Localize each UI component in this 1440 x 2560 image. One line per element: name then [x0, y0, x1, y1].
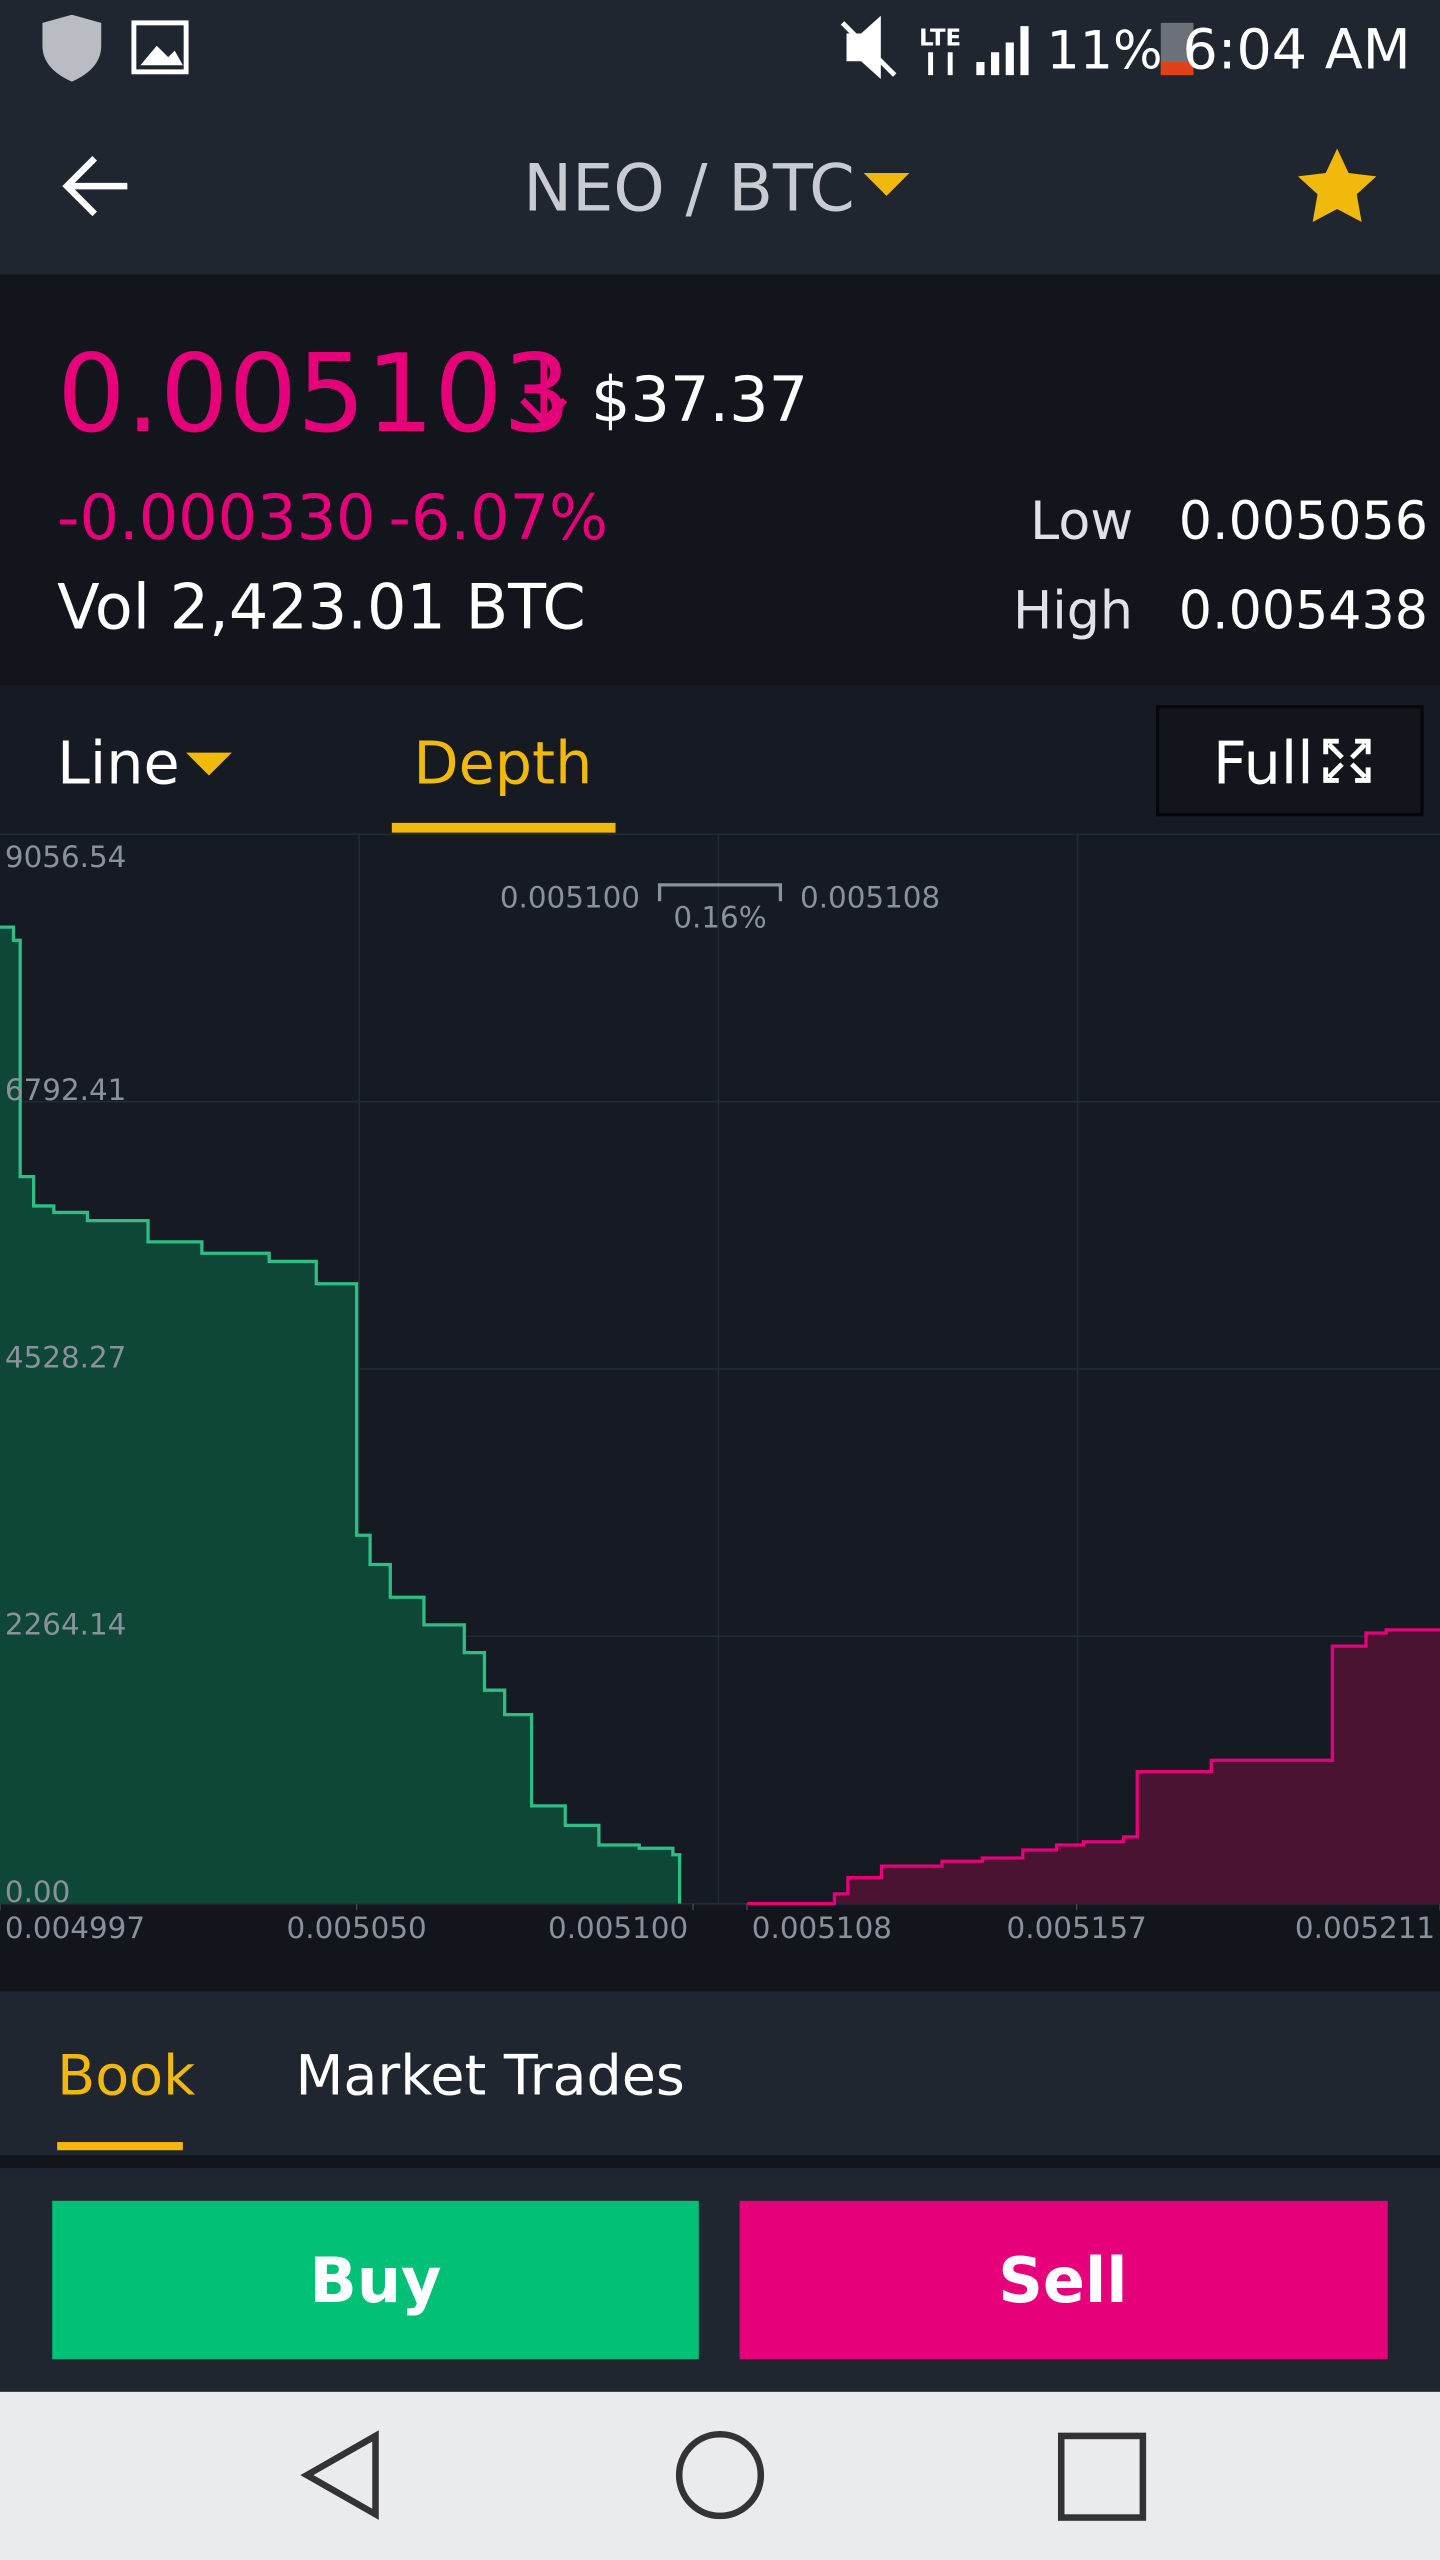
back-button[interactable]	[62, 156, 128, 217]
depth-tab-underline	[391, 822, 616, 833]
nav-recents[interactable]	[1057, 2432, 1147, 2521]
depth-plot	[0, 833, 1440, 1911]
spread-ask: 0.005108	[800, 881, 940, 915]
pair-dropdown-caret[interactable]	[863, 173, 910, 196]
x-tick-label: 0.005108	[752, 1911, 892, 1945]
y-tick-label: 4528.27	[5, 1340, 126, 1374]
sell-label[interactable]: Sell	[998, 2244, 1127, 2317]
battery-level	[1160, 62, 1194, 76]
divider	[0, 2155, 1440, 2169]
spread-percent: 0.16%	[673, 900, 766, 934]
x-tick-label: 0.004997	[5, 1911, 145, 1945]
market-trades-tab[interactable]: Market Trades	[296, 2044, 685, 2109]
top-bar	[0, 0, 1440, 275]
data-arrows	[928, 52, 953, 76]
book-tab-underline	[57, 2142, 183, 2151]
depth-area	[746, 1629, 1440, 1904]
image-icon	[131, 20, 189, 75]
volume: Vol 2,423.01 BTC	[57, 571, 586, 644]
pair-title[interactable]: NEO / BTC	[523, 151, 854, 227]
full-button[interactable]	[1155, 705, 1424, 817]
clock: 6:04 AM	[1182, 18, 1410, 83]
x-tick-label: 0.005100	[548, 1911, 688, 1945]
ticker-panel	[0, 274, 1440, 686]
battery-percent: 11%	[1047, 22, 1163, 82]
x-tick-label: 0.005157	[1007, 1911, 1147, 1945]
price-change-percent: -6.07%	[389, 481, 608, 554]
high-value: 0.005438	[1179, 582, 1428, 642]
nav-bar	[0, 2391, 1440, 2560]
full-button-label[interactable]: Full	[1213, 729, 1314, 798]
x-tick-label: 0.005050	[287, 1911, 427, 1945]
depth-line	[746, 1628, 1440, 1906]
depth-tab[interactable]: Depth	[413, 729, 592, 798]
nav-home[interactable]	[675, 2431, 765, 2520]
mute-icon	[840, 15, 897, 79]
y-tick-label: 6792.41	[5, 1073, 126, 1107]
line-tab-caret[interactable]	[186, 752, 232, 776]
image-icon-mountain	[140, 45, 183, 66]
shield-icon	[42, 14, 102, 82]
y-tick-label: 9056.54	[5, 840, 126, 874]
bottom-tabs-bar	[0, 1991, 1440, 2156]
price-usd: $37.37	[591, 363, 808, 436]
price-change: -0.000330	[57, 481, 375, 554]
last-price: 0.005103	[57, 332, 571, 457]
buy-button[interactable]	[52, 2200, 699, 2360]
depth-area	[0, 927, 680, 1904]
depth-line	[0, 925, 682, 1904]
spread-bracket	[657, 883, 783, 902]
down-arrow	[520, 359, 568, 426]
x-axis-band	[0, 1905, 1440, 1992]
low-label: Low	[1030, 492, 1133, 552]
buy-label[interactable]: Buy	[310, 2244, 442, 2317]
lte-icon: LTE	[919, 26, 961, 52]
favorite-star[interactable]	[1297, 148, 1377, 223]
line-tab[interactable]: Line	[57, 729, 179, 798]
book-tab[interactable]: Book	[57, 2044, 195, 2109]
high-label: High	[1013, 582, 1133, 642]
expand-icon[interactable]	[1323, 738, 1371, 783]
nav-back[interactable]	[300, 2430, 379, 2520]
signal-icon	[976, 26, 1029, 76]
x-tick-label: 0.005211	[1295, 1911, 1435, 1945]
y-tick-label: 2264.14	[5, 1608, 126, 1642]
sell-button[interactable]	[739, 2200, 1388, 2360]
low-value: 0.005056	[1179, 492, 1428, 552]
spread-bid: 0.005100	[500, 881, 640, 915]
y-tick-label: 0.00	[5, 1875, 70, 1909]
